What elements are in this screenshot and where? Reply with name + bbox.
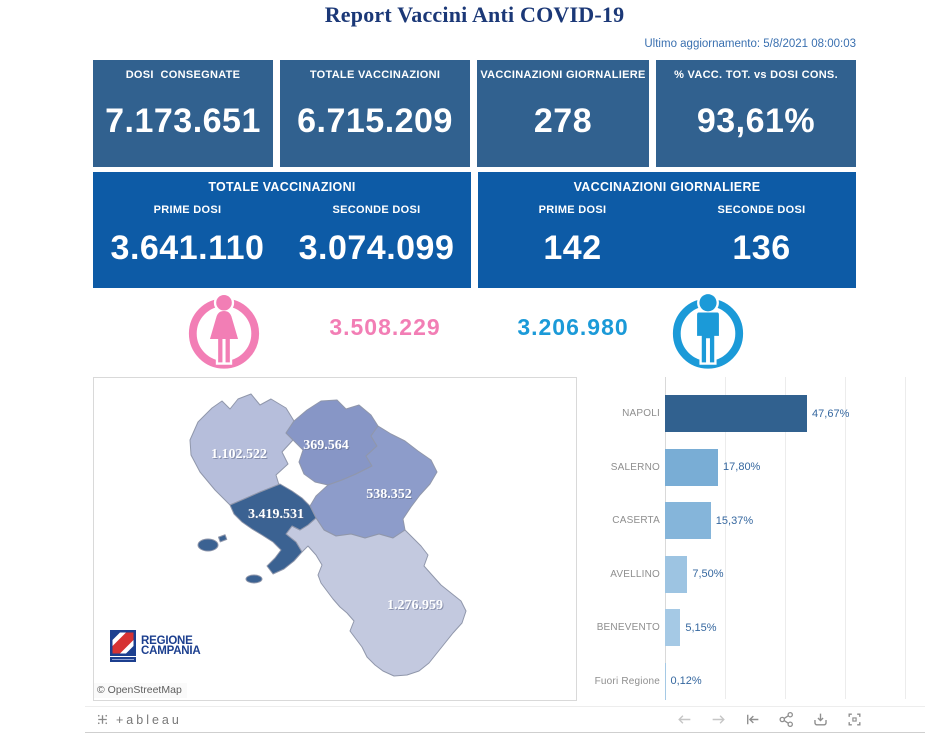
map-island-ischia [197, 538, 219, 552]
male-icon [669, 291, 747, 371]
share-button[interactable] [777, 711, 795, 729]
bar-caserta[interactable] [665, 502, 711, 540]
bar-row-benevento: BENEVENTO 5,15% [587, 601, 925, 655]
bar-value-label: 7,50% [692, 568, 724, 581]
bar-row-napoli: NAPOLI 47,67% [587, 387, 925, 441]
kpi-row-2: TOTALE VACCINAZIONI PRIME DOSI 3.641.110… [93, 172, 856, 288]
kpi-card-title: VACCINAZIONI GIORNALIERE [573, 180, 761, 194]
bar-napoli[interactable] [665, 395, 808, 433]
download-button[interactable] [811, 711, 829, 729]
campania-map: 1.102.522 369.564 538.352 1.276.959 3.41… [93, 377, 577, 701]
svg-text:3.419.531: 3.419.531 [249, 508, 305, 523]
kpi-value: 7.173.651 [105, 101, 261, 140]
undo-button[interactable] [675, 711, 693, 729]
regione-campania-logo: REGIONE CAMPANIA [108, 626, 208, 666]
bar-salerno[interactable] [665, 448, 719, 486]
kpi-card-perc-vacc-dosi: % VACC. TOT. vs DOSI CONS. 93,61% [656, 60, 856, 167]
bar-row-fuori-regione: Fuori Regione 0,12% [587, 655, 925, 709]
kpi-card-dosi-consegnate: DOSI CONSEGNATE 7.173.651 [93, 60, 273, 167]
redo-button[interactable] [709, 711, 727, 729]
share-icon [778, 711, 793, 728]
tableau-wordmark: +ableau [116, 712, 182, 727]
openstreetmap-attribution: © OpenStreetMap [94, 683, 187, 698]
kpi-label: TOTALE VACCINAZIONI [309, 69, 441, 81]
bar-value-label: 47,67% [812, 407, 850, 420]
download-icon [813, 713, 827, 726]
reset-button[interactable] [743, 711, 761, 729]
bar-avellino[interactable] [665, 555, 688, 593]
prime-dosi-label: PRIME DOSI [538, 204, 607, 216]
kpi-card-totale-vaccinazioni: TOTALE VACCINAZIONI 6.715.209 [280, 60, 470, 167]
bar-row-salerno: SALERNO 17,80% [587, 441, 925, 495]
kpi-label: DOSI CONSEGNATE [125, 69, 241, 81]
regione-campania-text: REGIONE CAMPANIA [141, 634, 201, 657]
fullscreen-icon [847, 713, 861, 726]
map-region-napoli[interactable] [229, 483, 317, 575]
map-value-napoli: 3.419.531 [248, 507, 304, 522]
bar-category-label: CASERTA [612, 515, 660, 527]
tableau-logo[interactable]: +ableau [95, 712, 182, 727]
kpi-label: VACCINAZIONI GIORNALIERE [480, 69, 646, 81]
reset-icon [746, 714, 758, 725]
svg-text:1.102.522: 1.102.522 [212, 448, 268, 463]
seconde-dosi-value: 136 [732, 228, 791, 267]
bar-category-label: AVELLINO [610, 568, 660, 580]
chart-gridline [725, 377, 726, 699]
svg-text:538.352: 538.352 [367, 488, 413, 503]
map-value-caserta: 1.102.522 [211, 447, 267, 462]
bar-fuori-regione[interactable] [665, 662, 666, 700]
last-update-text: Ultimo aggiornamento: 5/8/2021 08:00:03 [644, 38, 856, 50]
kpi-card-vaccinazioni-giornaliere: VACCINAZIONI GIORNALIERE 278 [477, 60, 649, 167]
map-value-avellino: 538.352 [366, 487, 412, 502]
chart-gridline [785, 377, 786, 699]
regione-campania-emblem [110, 630, 136, 662]
kpi-value: 278 [533, 101, 593, 140]
seconde-dosi-label: SECONDE DOSI [332, 204, 421, 216]
kpi-row-1: DOSI CONSEGNATE 7.173.651 TOTALE VACCINA… [93, 60, 856, 167]
kpi-value: 6.715.209 [297, 101, 453, 140]
bar-category-label: NAPOLI [622, 408, 660, 420]
map-island-procida [217, 534, 228, 543]
chart-gridline [845, 377, 846, 699]
province-bar-chart: NAPOLI 47,67% SALERNO 17,80% CASERTA 15,… [587, 377, 925, 701]
page-title: Report Vaccini Anti COVID-19 [324, 2, 625, 27]
bar-value-label: 5,15% [685, 621, 717, 634]
svg-text:369.564: 369.564 [304, 439, 350, 454]
tableau-mark-icon [97, 714, 108, 725]
bar-category-label: SALERNO [610, 461, 660, 473]
kpi-card-totale-dosi-split: TOTALE VACCINAZIONI PRIME DOSI 3.641.110… [93, 172, 471, 288]
prime-dosi-value: 3.641.110 [110, 228, 265, 267]
map-island-capri [245, 574, 263, 584]
kpi-label: % VACC. TOT. vs DOSI CONS. [674, 69, 838, 81]
female-total: 3.508.229 [329, 314, 441, 340]
bar-benevento[interactable] [665, 609, 681, 647]
seconde-dosi-label: SECONDE DOSI [717, 204, 806, 216]
chart-gridline [905, 377, 906, 699]
undo-icon [677, 715, 690, 724]
bar-row-caserta: CASERTA 15,37% [587, 494, 925, 548]
bar-value-label: 17,80% [723, 461, 761, 474]
map-value-benevento: 369.564 [303, 438, 349, 453]
svg-text:1.276.959: 1.276.959 [388, 599, 444, 614]
redo-icon [712, 715, 725, 724]
map-region-salerno[interactable] [285, 517, 467, 677]
bar-category-label: Fuori Regione [594, 675, 660, 687]
kpi-card-giornaliere-dosi-split: VACCINAZIONI GIORNALIERE PRIME DOSI 142 … [478, 172, 856, 288]
bar-category-label: BENEVENTO [596, 622, 660, 634]
bar-value-label: 15,37% [715, 514, 754, 527]
seconde-dosi-value: 3.074.099 [298, 228, 455, 267]
female-icon [185, 292, 263, 371]
bar-value-label: 0,12% [670, 675, 702, 688]
fullscreen-button[interactable] [845, 711, 863, 729]
map-value-salerno: 1.276.959 [387, 598, 443, 613]
prime-dosi-value: 142 [543, 228, 602, 267]
prime-dosi-label: PRIME DOSI [153, 204, 222, 216]
kpi-card-title: TOTALE VACCINAZIONI [208, 180, 356, 194]
kpi-value: 93,61% [696, 101, 816, 140]
bar-row-avellino: AVELLINO 7,50% [587, 548, 925, 602]
tableau-toolbar: +ableau [85, 706, 925, 733]
male-total: 3.206.980 [517, 314, 629, 340]
